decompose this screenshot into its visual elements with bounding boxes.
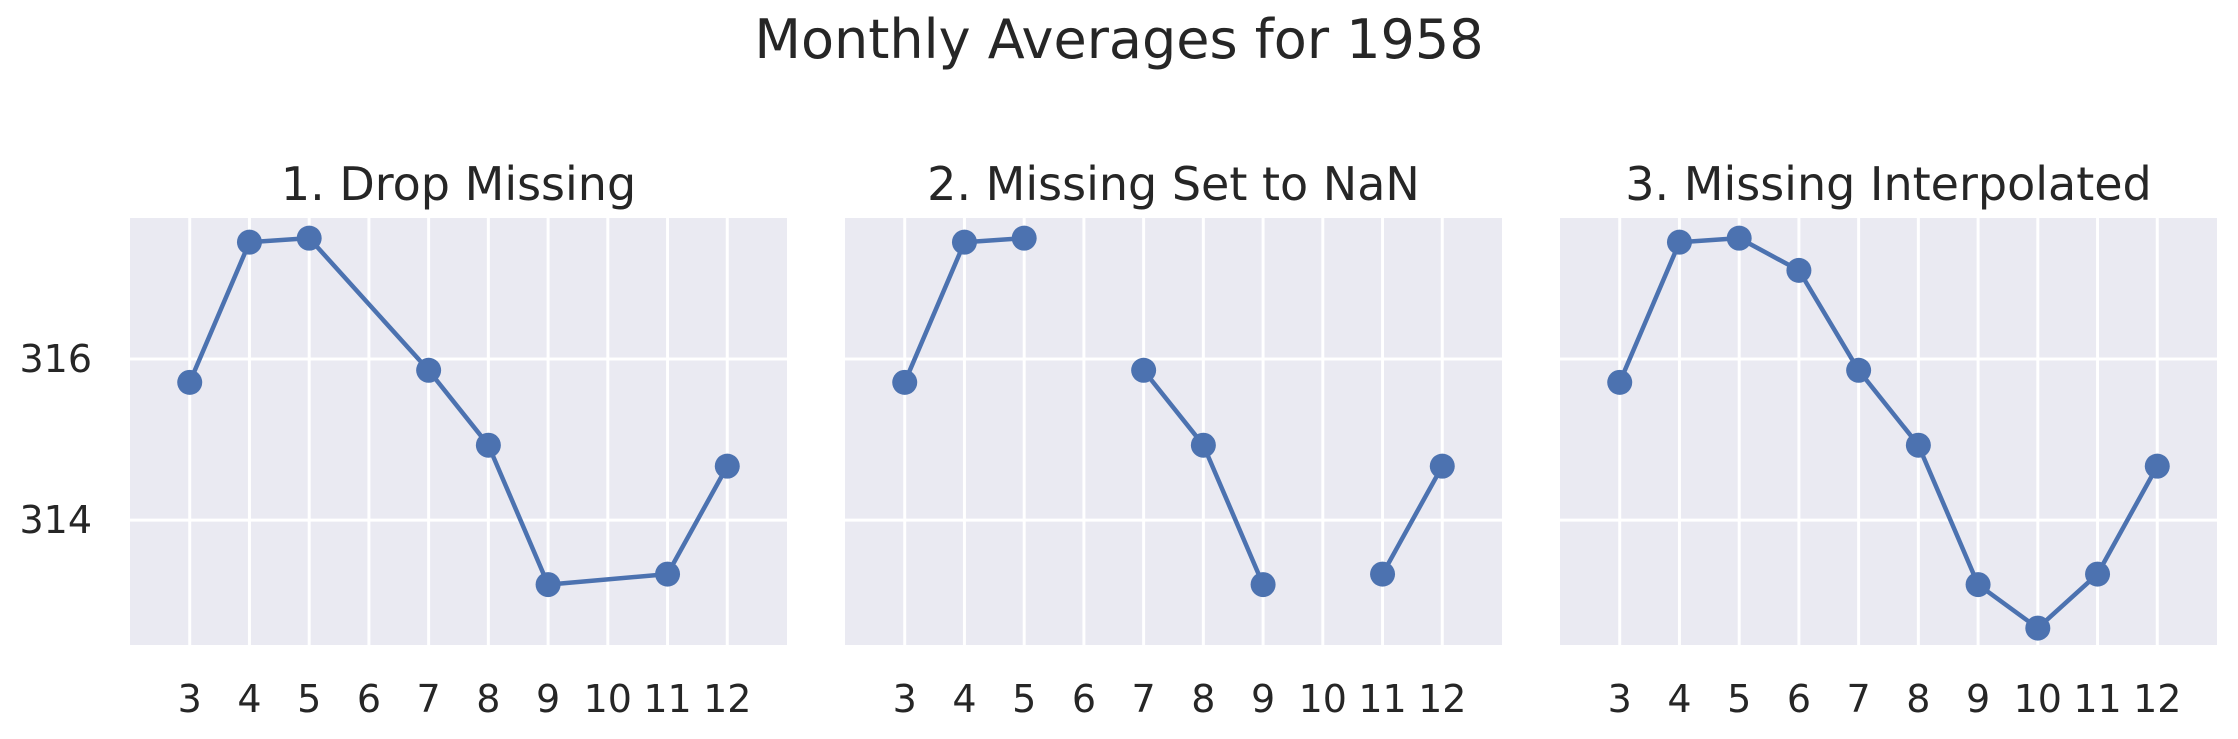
panel-3: 3 4 5 6 7 8 9 10 11 12 3. Missing Interpolated <box>1560 157 2217 721</box>
x-tick-label: 3 <box>178 677 202 721</box>
data-point <box>714 453 740 479</box>
data-point <box>2085 561 2111 587</box>
data-point <box>1666 229 1692 255</box>
x-tick-label: 6 <box>1787 677 1811 721</box>
x-tick-label: 3 <box>1608 677 1632 721</box>
x-tick-label: 4 <box>952 677 976 721</box>
x-tick-label: 10 <box>2014 677 2062 721</box>
plot-background <box>845 218 1502 645</box>
y-tick-label: 316 <box>19 337 92 381</box>
panel-title: 3. Missing Interpolated <box>1625 157 2151 211</box>
x-tick-label: 6 <box>1072 677 1096 721</box>
panel-1: 3 4 5 6 7 8 9 10 11 12 314 316 1. Drop Missing <box>19 157 787 721</box>
x-tick-label: 12 <box>1418 677 1466 721</box>
x-tick-label: 7 <box>417 677 441 721</box>
x-tick-label: 8 <box>1191 677 1215 721</box>
x-tick-label: 5 <box>1012 677 1036 721</box>
data-point <box>655 561 681 587</box>
x-tick-label: 3 <box>893 677 917 721</box>
x-tick-label: 5 <box>297 677 321 721</box>
figure-title: Monthly Averages for 1958 <box>754 8 1484 71</box>
x-tick-label: 10 <box>1299 677 1347 721</box>
x-tick-label: 9 <box>1251 677 1275 721</box>
data-point <box>1250 572 1276 598</box>
plot-background <box>130 218 787 645</box>
data-point <box>1726 225 1752 251</box>
x-tick-label: 11 <box>2073 677 2121 721</box>
data-point <box>1905 432 1931 458</box>
data-point <box>1846 357 1872 383</box>
data-point <box>475 432 501 458</box>
panel-title: 2. Missing Set to NaN <box>927 157 1420 211</box>
x-tick-label: 8 <box>476 677 500 721</box>
data-point <box>1370 561 1396 587</box>
x-tick-label: 4 <box>237 677 261 721</box>
series-line <box>1617 235 2160 631</box>
data-point <box>1786 257 1812 283</box>
x-tick-label: 7 <box>1132 677 1156 721</box>
x-tick-label: 10 <box>584 677 632 721</box>
data-point <box>1965 572 1991 598</box>
panel-title: 1. Drop Missing <box>281 157 636 211</box>
y-tick-label: 314 <box>19 498 92 542</box>
x-tick-label: 11 <box>1358 677 1406 721</box>
data-point <box>296 225 322 251</box>
data-point <box>236 229 262 255</box>
data-point <box>1011 225 1037 251</box>
x-tick-label: 6 <box>357 677 381 721</box>
data-point <box>1429 453 1455 479</box>
x-tick-label: 4 <box>1667 677 1691 721</box>
x-tick-label: 11 <box>643 677 691 721</box>
data-point <box>535 572 561 598</box>
data-point <box>1131 357 1157 383</box>
data-point <box>951 229 977 255</box>
data-point <box>1190 432 1216 458</box>
x-tick-label: 8 <box>1906 677 1930 721</box>
data-point <box>177 369 203 395</box>
x-tick-label: 12 <box>2133 677 2181 721</box>
panel-2: 3 4 5 6 7 8 9 10 11 12 2. Missing Set to NaN <box>845 157 1502 721</box>
x-tick-label: 7 <box>1847 677 1871 721</box>
x-tick-label: 9 <box>536 677 560 721</box>
data-point <box>1607 369 1633 395</box>
x-tick-label: 12 <box>703 677 751 721</box>
data-point <box>2025 615 2051 641</box>
x-tick-label: 5 <box>1727 677 1751 721</box>
data-point <box>892 369 918 395</box>
x-tick-label: 9 <box>1966 677 1990 721</box>
data-point <box>416 357 442 383</box>
plot-background <box>1560 218 2217 645</box>
series-line <box>1380 463 1445 577</box>
data-point <box>2144 453 2170 479</box>
